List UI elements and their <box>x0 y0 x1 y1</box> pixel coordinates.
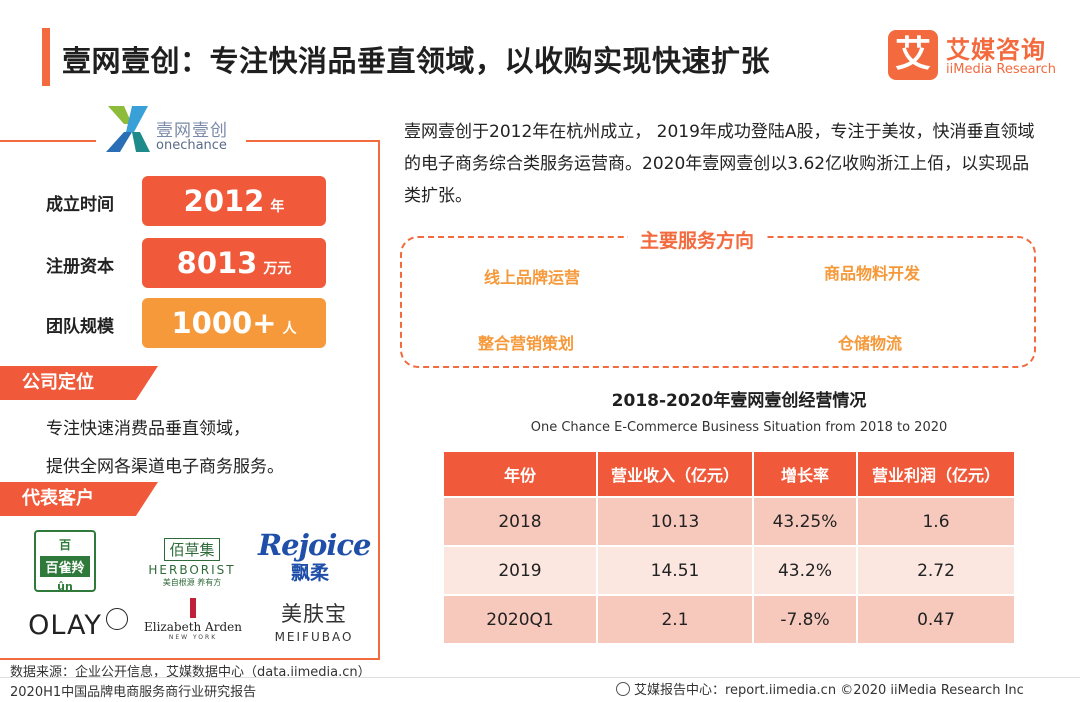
table-header: 年份 <box>444 452 598 496</box>
footer-credit: 艾媒报告中心：report.iimedia.cn ©2020 iiMedia R… <box>616 679 1024 698</box>
company-logo-en: onechance <box>156 138 227 153</box>
client-logo-rejoice: Rejoice 飘柔 <box>258 528 372 585</box>
title-accent-bar <box>42 28 50 86</box>
clients-tag: 代表客户 <box>0 482 158 516</box>
fact-unit: 年 <box>270 199 285 215</box>
report-name: 2020H1中国品牌电商服务商行业研究报告 <box>10 685 257 700</box>
positioning-line-2: 提供全网各渠道电子商务服务。 <box>46 457 284 477</box>
company-intro: 壹网壹创于2012年在杭州成立， 2019年成功登陆A股，专注于美妆，快消垂直领… <box>404 122 1035 206</box>
table-cell: 10.13 <box>598 496 754 545</box>
globe-icon <box>616 682 630 696</box>
table-subtitle: One Chance E-Commerce Business Situation… <box>530 420 948 435</box>
table-title: 2018-2020年壹网壹创经营情况 <box>611 391 867 411</box>
service-item: 商品物料开发 <box>824 264 921 283</box>
footer-divider <box>0 677 1080 678</box>
client-logo-text: OLAY <box>28 610 102 641</box>
table-header: 营业利润（亿元） <box>858 452 1014 496</box>
client-logo-meifubao: 美肤宝 MEIFUBAO <box>264 598 364 644</box>
table-cell: 2018 <box>444 496 598 545</box>
client-logo-text: 美自根源 养有方 <box>162 578 222 587</box>
fact-value: 2012 <box>183 184 265 218</box>
client-logo-text: Elizabeth Arden <box>144 620 242 634</box>
company-logo-icon <box>106 106 150 152</box>
business-table: 年份 营业收入（亿元） 增长率 营业利润（亿元） 2018 10.13 43.2… <box>444 452 1014 643</box>
positioning-line-1: 专注快速消费品垂直领域， <box>46 419 250 439</box>
data-source: 数据来源：企业公开信息，艾媒数据中心（data.iimedia.cn） <box>10 665 371 680</box>
client-logo-text: 百雀羚 <box>40 556 90 577</box>
client-logo-text: HERBORIST <box>148 563 236 577</box>
positioning-tag: 公司定位 <box>0 366 158 400</box>
page-title: 壹网壹创：专注快消品垂直领域，以收购实现快速扩张 <box>62 44 771 78</box>
client-logo-olay: OLAY <box>28 608 128 641</box>
fact-label: 团队规模 <box>46 317 114 337</box>
table-header-row: 年份 营业收入（亿元） 增长率 营业利润（亿元） <box>444 452 1014 496</box>
arden-bar-icon <box>190 598 196 618</box>
table-row: 2018 10.13 43.25% 1.6 <box>444 496 1014 545</box>
fact-founded: 成立时间 2012 年 <box>0 176 380 226</box>
company-logo-cn: 壹网壹创 <box>156 121 228 141</box>
client-logo-text: ûn <box>57 580 73 593</box>
fact-pill: 1000+ 人 <box>142 298 326 348</box>
fact-label: 注册资本 <box>46 257 114 277</box>
table-header: 增长率 <box>754 452 858 496</box>
table-cell: 2019 <box>444 545 598 594</box>
table-cell: 43.2% <box>754 545 858 594</box>
olay-ring-icon <box>105 608 128 630</box>
table-row: 2020Q1 2.1 -7.8% 0.47 <box>444 594 1014 643</box>
fact-unit: 万元 <box>263 261 292 277</box>
client-logo-text: 百 <box>58 538 71 552</box>
company-logo: 壹网壹创 onechance <box>96 100 246 160</box>
fact-capital: 注册资本 8013 万元 <box>0 238 380 288</box>
client-logo-baiquelin: 百 百雀羚 ûn <box>34 530 96 593</box>
table-cell: 14.51 <box>598 545 754 594</box>
fact-pill: 8013 万元 <box>142 238 326 288</box>
brand-name-cn: 艾媒咨询 <box>946 36 1046 64</box>
table-cell: 43.25% <box>754 496 858 545</box>
client-logo-text: 美肤宝 <box>281 602 347 626</box>
client-logo-text: 飘柔 <box>290 562 329 584</box>
brand-logo: 艾 艾媒咨询 iiMedia Research <box>888 30 1068 82</box>
brand-mark-icon: 艾 <box>888 30 938 80</box>
table-cell: 2.1 <box>598 594 754 643</box>
services-title: 主要服务方向 <box>628 226 767 253</box>
table-cell: -7.8% <box>754 594 858 643</box>
brand-name-en: iiMedia Research <box>946 62 1057 77</box>
table-cell: 0.47 <box>858 594 1014 643</box>
table-header: 营业收入（亿元） <box>598 452 754 496</box>
fact-unit: 人 <box>282 321 297 337</box>
client-logo-text: Rejoice <box>258 528 372 562</box>
table-row: 2019 14.51 43.2% 2.72 <box>444 545 1014 594</box>
client-logo-text: 佰草集 <box>164 538 220 561</box>
table-cell: 2.72 <box>858 545 1014 594</box>
fact-team: 团队规模 1000+ 人 <box>0 298 380 348</box>
fact-value: 8013 <box>176 246 258 280</box>
table-cell: 1.6 <box>858 496 1014 545</box>
client-logo-elizabeth-arden: Elizabeth Arden NEW YORK <box>144 598 242 641</box>
footer-credit-text: 艾媒报告中心：report.iimedia.cn ©2020 iiMedia R… <box>634 683 1024 698</box>
client-logo-text: MEIFUBAO <box>274 630 354 644</box>
client-logo-text: NEW YORK <box>168 634 218 641</box>
service-item: 整合营销策划 <box>478 334 575 353</box>
fact-label: 成立时间 <box>46 195 114 215</box>
client-logo-herborist: 佰草集 HERBORIST 美自根源 养有方 <box>146 538 238 588</box>
service-item: 线上品牌运营 <box>484 268 581 287</box>
fact-pill: 2012 年 <box>142 176 326 226</box>
service-item: 仓储物流 <box>838 334 903 353</box>
fact-value: 1000+ <box>171 306 277 340</box>
table-cell: 2020Q1 <box>444 594 598 643</box>
